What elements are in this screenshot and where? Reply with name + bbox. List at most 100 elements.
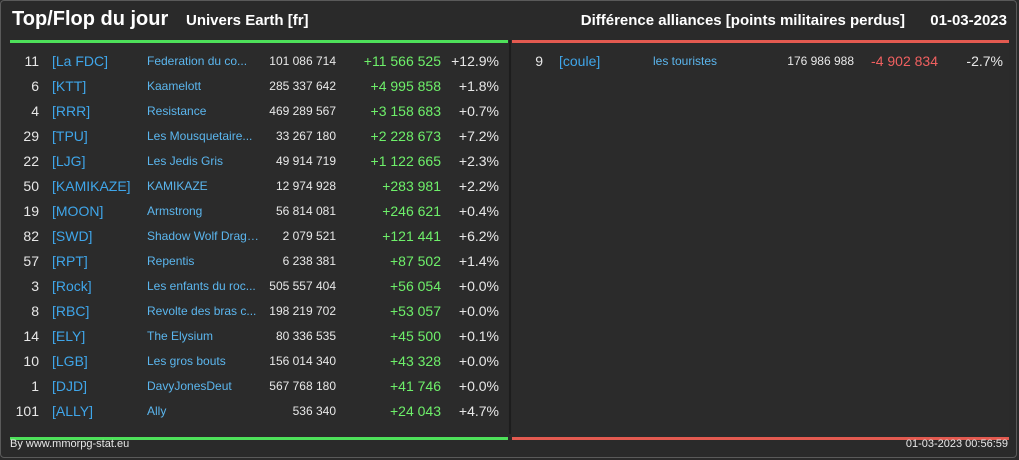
alliance-points: 33 267 180 (275, 129, 336, 143)
alliance-name-link[interactable]: Shadow Wolf Drago... (147, 229, 259, 243)
top-alliance-row: 6 [KTT] Kaamelott 285 337 642 +4 995 858 +1.8… (10, 74, 508, 99)
alliance-name-link[interactable]: Ally (147, 404, 167, 418)
alliance-percent-change: +12.9% (451, 53, 499, 69)
alliance-points: 49 914 719 (275, 154, 336, 168)
page-title: Top/Flop du jour (12, 8, 169, 30)
alliance-points: 505 557 404 (269, 279, 336, 293)
alliance-name-link[interactable]: Repentis (147, 254, 195, 268)
alliance-tag-link[interactable]: [DJD] (52, 378, 87, 394)
alliance-points: 156 014 340 (269, 354, 336, 368)
alliance-rank: 1 (31, 378, 39, 394)
alliance-name-link[interactable]: Les gros bouts (147, 354, 226, 368)
alliance-name-link[interactable]: The Elysium (147, 329, 214, 343)
alliance-points-diff: +283 981 (382, 178, 441, 194)
alliance-points: 12 974 928 (275, 179, 336, 193)
alliance-points-diff: +87 502 (390, 253, 441, 269)
alliance-tag-link[interactable]: [ELY] (52, 328, 86, 344)
alliance-rank: 3 (31, 278, 39, 294)
alliance-points: 80 336 535 (275, 329, 336, 343)
alliance-percent-change: +0.4% (458, 203, 499, 219)
alliance-tag-link[interactable]: [La FDC] (52, 53, 109, 69)
alliance-tag-link[interactable]: [KAMIKAZE] (52, 178, 131, 194)
top-alliance-row: 22 [LJG] Les Jedis Gris 49 914 719 +1 122 66… (10, 149, 508, 174)
flop-alliance-row: 9 [coule] les touristes 176 986 988 -4 902 8… (512, 49, 1009, 74)
alliance-points-diff: +41 746 (390, 378, 441, 394)
top-alliance-row: 11 [La FDC] Federation du co... 101 086 714… (10, 49, 508, 74)
alliance-points: 101 086 714 (269, 54, 336, 68)
alliance-rank: 29 (23, 128, 39, 144)
alliance-rank: 11 (24, 53, 39, 69)
alliance-percent-change: +0.0% (458, 303, 499, 319)
alliance-tag-link[interactable]: [RRR] (52, 103, 91, 119)
top-alliance-row: 1 [DJD] DavyJonesDeut 567 768 180 +41 746 +0.… (10, 374, 508, 399)
alliance-name-link[interactable]: les touristes (653, 54, 718, 68)
alliance-rank: 6 (31, 78, 39, 94)
top-alliance-row: 101 [ALLY] Ally 536 340 +24 043 +4.7% (10, 399, 508, 424)
alliance-rank: 19 (23, 203, 39, 219)
alliance-points-diff: +246 621 (382, 203, 441, 219)
alliance-points: 176 986 988 (787, 54, 854, 68)
alliance-name-link[interactable]: Resistance (147, 104, 207, 118)
alliance-name-link[interactable]: Les enfants du roc... (147, 279, 256, 293)
ranking-date: 01-03-2023 (930, 12, 1007, 29)
alliance-name-link[interactable]: Les Mousquetaire... (147, 129, 253, 143)
alliance-points-diff: -4 902 834 (871, 53, 938, 69)
ranking-subtitle: Différence alliances [points militaires … (580, 12, 905, 29)
alliance-name-link[interactable]: DavyJonesDeut (147, 379, 232, 393)
alliance-rank: 10 (23, 353, 39, 369)
alliance-percent-change: -2.7% (966, 53, 1003, 69)
alliance-name-link[interactable]: Armstrong (147, 204, 203, 218)
alliance-percent-change: +2.2% (458, 178, 499, 194)
alliance-tag-link[interactable]: [KTT] (52, 78, 87, 94)
alliance-points: 469 289 567 (269, 104, 336, 118)
alliance-rank: 50 (23, 178, 39, 194)
alliance-points: 6 238 381 (282, 254, 336, 268)
alliance-name-link[interactable]: Kaamelott (147, 79, 202, 93)
top-alliance-row: 4 [RRR] Resistance 469 289 567 +3 158 683 +0.… (10, 99, 508, 124)
alliance-points-diff: +43 328 (390, 353, 441, 369)
alliance-percent-change: +0.0% (458, 353, 499, 369)
alliance-tag-link[interactable]: [LGB] (52, 353, 88, 369)
top-alliance-row: 50 [KAMIKAZE] KAMIKAZE 12 974 928 +283 981 +2… (10, 174, 508, 199)
alliance-points: 56 814 081 (275, 204, 336, 218)
alliance-points-diff: +4 995 858 (370, 78, 441, 94)
alliance-percent-change: +0.0% (458, 378, 499, 394)
alliance-percent-change: +1.4% (458, 253, 499, 269)
alliance-tag-link[interactable]: [RPT] (52, 253, 88, 269)
alliance-percent-change: +2.3% (458, 153, 499, 169)
top-alliance-row: 3 [Rock] Les enfants du roc... 505 557 404 +… (10, 274, 508, 299)
alliance-rank: 57 (23, 253, 39, 269)
alliance-tag-link[interactable]: [LJG] (52, 153, 86, 169)
alliance-tag-link[interactable]: [TPU] (52, 128, 88, 144)
alliance-rank: 101 (15, 403, 39, 419)
alliance-tag-link[interactable]: [Rock] (52, 278, 92, 294)
alliance-percent-change: +0.0% (458, 278, 499, 294)
top-alliance-row: 10 [LGB] Les gros bouts 156 014 340 +43 328 +… (10, 349, 508, 374)
alliance-name-link[interactable]: Federation du co... (147, 54, 248, 68)
alliance-tag-link[interactable]: [RBC] (52, 303, 90, 319)
top-alliance-row: 14 [ELY] The Elysium 80 336 535 +45 500 +0.1% (10, 324, 508, 349)
flop-panel: 9 [coule] les touristes 176 986 988 -4 902 8… (512, 40, 1009, 440)
alliance-points-diff: +121 441 (382, 228, 441, 244)
top-panel: 11 [La FDC] Federation du co... 101 086 714… (10, 40, 508, 440)
top-alliance-row: 57 [RPT] Repentis 6 238 381 +87 502 +1.4% (10, 249, 508, 274)
alliance-percent-change: +4.7% (458, 403, 499, 419)
alliance-points: 2 079 521 (282, 229, 336, 243)
alliance-percent-change: +0.1% (458, 328, 499, 344)
top-alliance-row: 8 [RBC] Revolte des bras c... 198 219 702 +5… (10, 299, 508, 324)
alliance-points: 536 340 (292, 404, 336, 418)
alliance-rank: 14 (23, 328, 39, 344)
alliance-name-link[interactable]: Revolte des bras c... (147, 304, 257, 318)
alliance-tag-link[interactable]: [ALLY] (52, 403, 93, 419)
alliance-name-link[interactable]: Les Jedis Gris (147, 154, 224, 168)
alliance-points-diff: +53 057 (390, 303, 441, 319)
footer-timestamp: 01-03-2023 00:56:59 (905, 438, 1008, 450)
header: Top/Flop du jour Univers Earth [fr] Diff… (0, 0, 1019, 40)
alliance-points: 198 219 702 (269, 304, 336, 318)
alliance-name-link[interactable]: KAMIKAZE (147, 179, 208, 193)
alliance-tag-link[interactable]: [MOON] (52, 203, 104, 219)
alliance-tag-link[interactable]: [SWD] (52, 228, 93, 244)
alliance-tag-link[interactable]: [coule] (559, 53, 601, 69)
alliance-points-diff: +2 228 673 (370, 128, 441, 144)
